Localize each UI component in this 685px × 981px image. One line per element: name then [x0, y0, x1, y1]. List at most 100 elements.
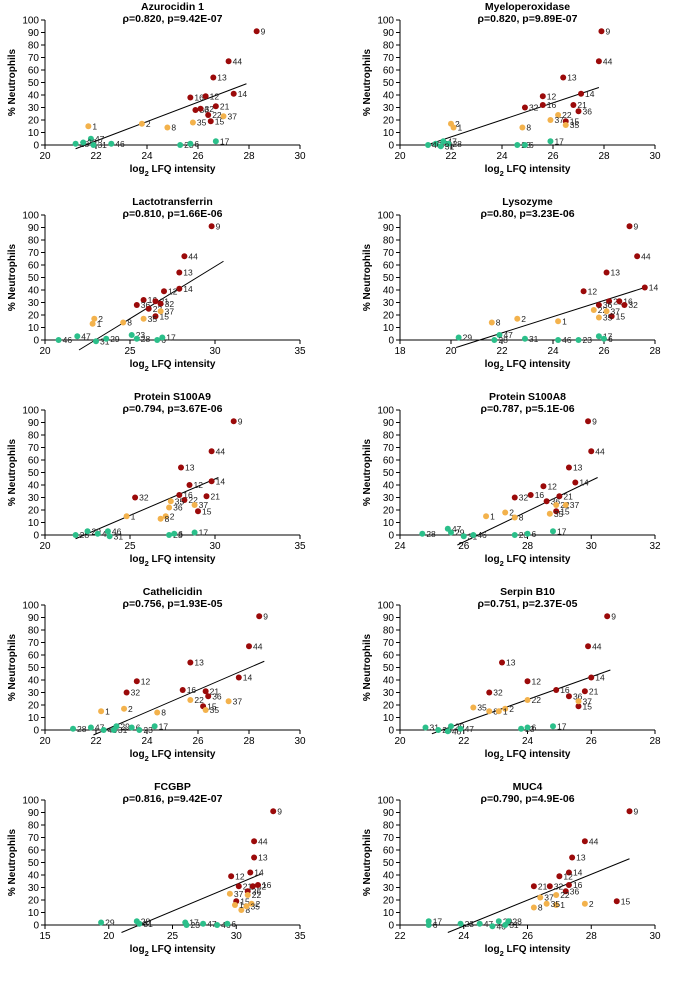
y-tick-label: 100: [377, 601, 394, 612]
data-point-label: 16: [148, 295, 158, 305]
data-point: [550, 528, 556, 535]
y-tick-label: 90: [28, 223, 40, 234]
data-point: [539, 93, 546, 100]
data-point-label: 14: [579, 478, 589, 488]
x-tick-label: 20: [39, 346, 51, 357]
data-point-label: 23: [191, 920, 201, 930]
panel-title: Protein S100A8: [489, 391, 566, 403]
data-point-label: 1: [239, 900, 244, 910]
y-tick-label: 70: [28, 638, 40, 649]
data-point-label: 44: [603, 56, 613, 66]
data-point: [562, 888, 569, 895]
y-tick-label: 0: [33, 921, 39, 932]
data-point-label: 21: [563, 491, 573, 501]
x-axis-label-sub: 2: [145, 754, 149, 763]
x-tick-label: 18: [394, 346, 406, 357]
x-axis-label-rest: LFQ intensity: [504, 554, 571, 565]
data-point: [145, 305, 152, 312]
x-axis-label: log2 LFQ intensity: [130, 749, 216, 763]
data-point: [84, 528, 91, 535]
data-point: [87, 135, 94, 142]
data-point-label: 46: [452, 726, 462, 736]
y-tick-label: 40: [28, 286, 40, 297]
x-axis-label-main: log: [485, 359, 500, 370]
data-point-label: 12: [563, 871, 573, 881]
data-point: [553, 508, 560, 515]
data-point: [167, 498, 174, 505]
panel-title: Azurocidin 1: [141, 1, 204, 13]
data-point-label: 46: [432, 140, 442, 150]
y-tick-label: 80: [383, 41, 395, 52]
x-axis-label: log2 LFQ intensity: [485, 554, 571, 568]
data-point: [189, 119, 196, 126]
data-point-label: 32: [493, 688, 503, 698]
data-point-label: 21: [220, 101, 230, 111]
y-axis-label: % Neutrophils: [362, 828, 373, 896]
x-axis-label-rest: LFQ intensity: [504, 359, 571, 370]
y-tick-label: 40: [383, 481, 395, 492]
data-point-label: 35: [551, 899, 561, 909]
data-point-label: 28: [426, 529, 436, 539]
data-point-label: 21: [538, 881, 548, 891]
data-point-label: 14: [254, 868, 264, 878]
y-tick-label: 90: [28, 808, 40, 819]
data-point: [140, 315, 147, 322]
data-point-label: 31: [143, 919, 153, 929]
data-point: [191, 529, 198, 536]
y-tick-label: 30: [383, 103, 395, 114]
y-tick-label: 80: [28, 41, 40, 52]
data-point-label: 8: [493, 706, 498, 716]
data-point-label: 9: [216, 221, 221, 231]
x-tick-label: 30: [586, 541, 598, 552]
data-point-label: 31: [445, 141, 455, 151]
data-point-label: 1: [458, 123, 463, 133]
data-point: [247, 869, 254, 876]
data-point: [132, 494, 139, 501]
data-point-label: 36: [583, 106, 593, 116]
y-tick-label: 10: [383, 323, 395, 334]
data-point-label: 8: [519, 513, 524, 523]
data-point: [248, 900, 255, 907]
data-point-label: 15: [240, 896, 250, 906]
x-tick-label: 26: [547, 151, 559, 162]
data-point-label: 6: [433, 920, 438, 930]
data-point: [108, 140, 115, 147]
y-tick-label: 90: [383, 418, 395, 429]
data-point: [210, 74, 217, 81]
x-axis-label: log2 LFQ intensity: [485, 359, 571, 373]
y-tick-label: 60: [28, 846, 40, 857]
y-tick-label: 20: [28, 896, 40, 907]
x-tick-label: 26: [586, 736, 598, 747]
data-point: [437, 143, 444, 150]
x-tick-label: 20: [445, 346, 457, 357]
data-point-label: 9: [238, 416, 243, 426]
data-point-label: 17: [220, 136, 230, 146]
data-point: [524, 697, 531, 703]
y-tick-label: 100: [377, 16, 394, 27]
data-point: [444, 728, 451, 735]
data-point-label: 8: [538, 903, 543, 913]
data-point: [106, 533, 113, 540]
data-point-label: 31: [430, 723, 440, 733]
data-point-label: 1: [105, 706, 110, 716]
y-tick-label: 80: [28, 236, 40, 247]
data-point-label: 6: [529, 140, 534, 150]
data-point-label: 21: [577, 100, 587, 110]
data-point: [553, 902, 560, 908]
data-point-label: 16: [535, 490, 545, 500]
data-point: [253, 28, 260, 35]
data-point: [543, 498, 550, 505]
data-point-label: 12: [168, 286, 178, 296]
data-point: [104, 528, 111, 535]
data-point: [243, 903, 250, 910]
data-point: [181, 253, 188, 260]
data-point-label: 46: [562, 335, 572, 345]
data-point: [530, 904, 537, 911]
data-point-label: 16: [560, 685, 570, 695]
y-tick-label: 40: [383, 91, 395, 102]
y-tick-label: 40: [383, 286, 395, 297]
y-tick-label: 50: [28, 78, 40, 89]
y-tick-label: 0: [33, 531, 39, 542]
